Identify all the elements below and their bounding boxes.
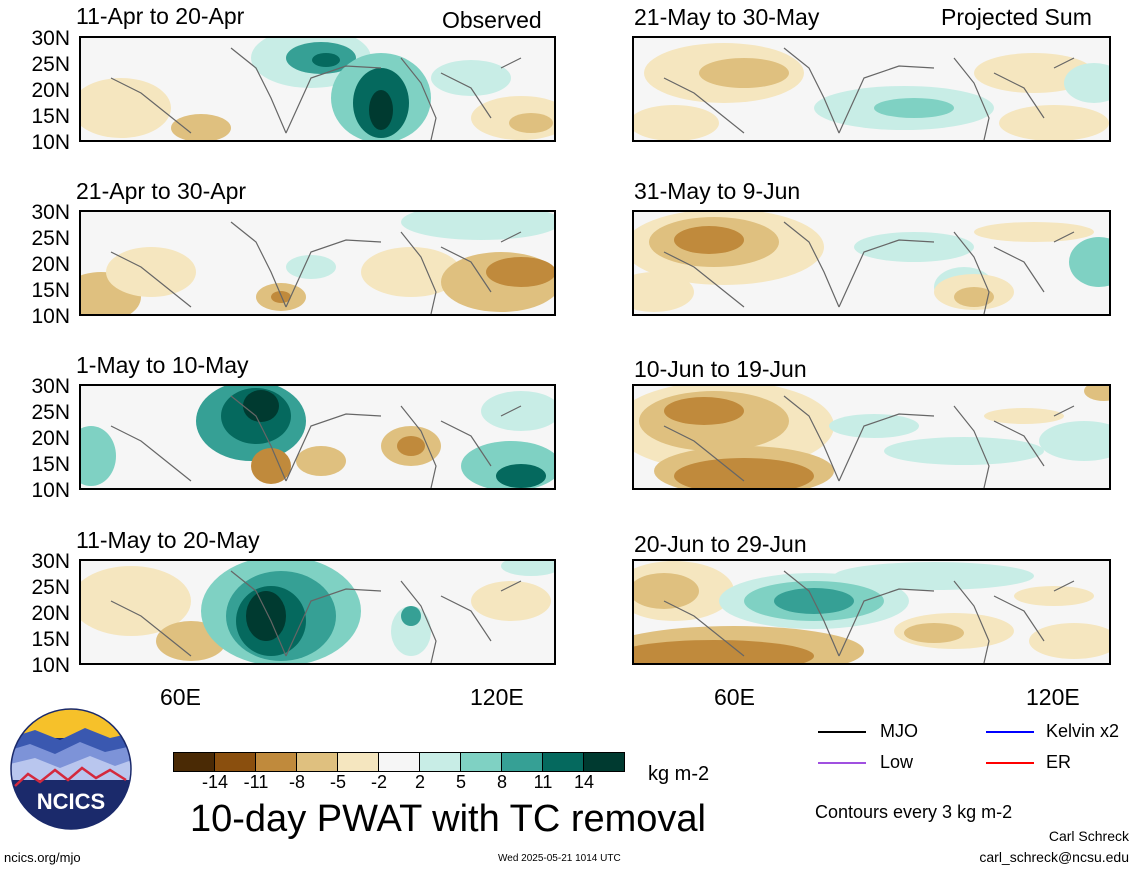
colorbar-swatch <box>461 753 502 771</box>
y-tick-label: 25N <box>31 53 70 76</box>
map-panel <box>79 384 556 490</box>
x-tick-label: 120E <box>1026 684 1080 710</box>
y-tick-label: 20N <box>31 253 70 276</box>
map-panel <box>632 384 1111 490</box>
footer-timestamp: Wed 2025-05-21 1014 UTC <box>498 853 621 864</box>
y-tick-label: 10N <box>31 479 70 502</box>
footer-author: Carl Schreck <box>1048 828 1129 844</box>
panel-title: 10-Jun to 19-Jun <box>634 356 807 382</box>
observed-label: Observed <box>442 7 542 33</box>
map-panel <box>79 36 556 142</box>
colorbar-label: -14 <box>201 772 228 792</box>
colorbar-swatch <box>215 753 256 771</box>
colorbar-label: 14 <box>573 772 595 792</box>
projected-sum-label: Projected Sum <box>941 4 1092 30</box>
colorbar-label: -2 <box>370 772 387 792</box>
colorbar-label: 8 <box>496 772 507 792</box>
y-tick-label: 10N <box>31 305 70 328</box>
colorbar-label: 11 <box>533 772 553 792</box>
panel-title: 21-May to 30-May <box>634 4 820 30</box>
panel-title: 1-May to 10-May <box>76 352 249 378</box>
colorbar-label: 2 <box>414 772 425 792</box>
panel-title: 20-Jun to 29-Jun <box>634 531 807 557</box>
y-tick-label: 20N <box>31 427 70 450</box>
colorbar <box>173 752 625 772</box>
legend-line-low <box>818 762 866 764</box>
ncics-logo: NCICS <box>10 708 132 830</box>
x-tick-label: 60E <box>714 684 755 710</box>
y-tick-label: 15N <box>31 279 70 302</box>
y-tick-label: 10N <box>31 654 70 677</box>
legend-label-er: ER <box>1046 752 1072 772</box>
y-tick-label: 25N <box>31 576 70 599</box>
chart-title: 10-day PWAT with TC removal <box>190 798 706 840</box>
legend-label-low: Low <box>880 752 914 772</box>
panel-title: 21-Apr to 30-Apr <box>76 178 247 204</box>
map-panel <box>632 559 1111 665</box>
colorbar-swatch <box>420 753 461 771</box>
panel-title: 11-Apr to 20-Apr <box>76 3 245 29</box>
y-tick-label: 20N <box>31 602 70 625</box>
x-tick-label: 120E <box>470 684 524 710</box>
colorbar-label: -8 <box>288 772 305 792</box>
colorbar-label: -11 <box>243 772 269 792</box>
map-panel <box>632 210 1111 316</box>
legend-line-er <box>986 762 1034 764</box>
y-tick-label: 25N <box>31 401 70 424</box>
y-tick-label: 30N <box>31 550 70 573</box>
y-tick-label: 30N <box>31 27 70 50</box>
legend-line-kelvin <box>986 731 1034 733</box>
y-tick-label: 15N <box>31 628 70 651</box>
legend-label-mjo: MJO <box>880 721 918 741</box>
panel-title: 11-May to 20-May <box>76 527 260 553</box>
colorbar-swatch <box>297 753 338 771</box>
colorbar-units: kg m-2 <box>648 763 710 785</box>
colorbar-label: 5 <box>455 772 466 792</box>
contour-note: Contours every 3 kg m-2 <box>815 802 1013 822</box>
footer-email: carl_schreck@ncsu.edu <box>979 849 1129 865</box>
panel-title: 31-May to 9-Jun <box>634 178 801 204</box>
legend-line-mjo <box>818 731 866 733</box>
y-tick-label: 25N <box>31 227 70 250</box>
colorbar-swatch <box>174 753 215 771</box>
map-panel <box>632 36 1111 142</box>
y-tick-label: 15N <box>31 453 70 476</box>
logo-text: NCICS <box>36 789 106 814</box>
y-tick-label: 15N <box>31 105 70 128</box>
colorbar-swatch <box>584 753 624 771</box>
colorbar-swatch <box>338 753 379 771</box>
y-tick-label: 20N <box>31 79 70 102</box>
colorbar-swatch <box>502 753 543 771</box>
footer-url: ncics.org/mjo <box>4 850 81 865</box>
y-tick-label: 30N <box>31 201 70 224</box>
x-tick-label: 60E <box>160 684 201 710</box>
y-tick-label: 30N <box>31 375 70 398</box>
colorbar-swatch <box>379 753 420 771</box>
map-panel <box>79 210 556 316</box>
colorbar-swatch <box>543 753 584 771</box>
y-tick-label: 10N <box>31 131 70 154</box>
colorbar-swatch <box>256 753 297 771</box>
map-panel <box>79 559 556 665</box>
legend-label-kelvin: Kelvin x2 <box>1046 721 1120 741</box>
colorbar-label: -5 <box>329 772 346 792</box>
